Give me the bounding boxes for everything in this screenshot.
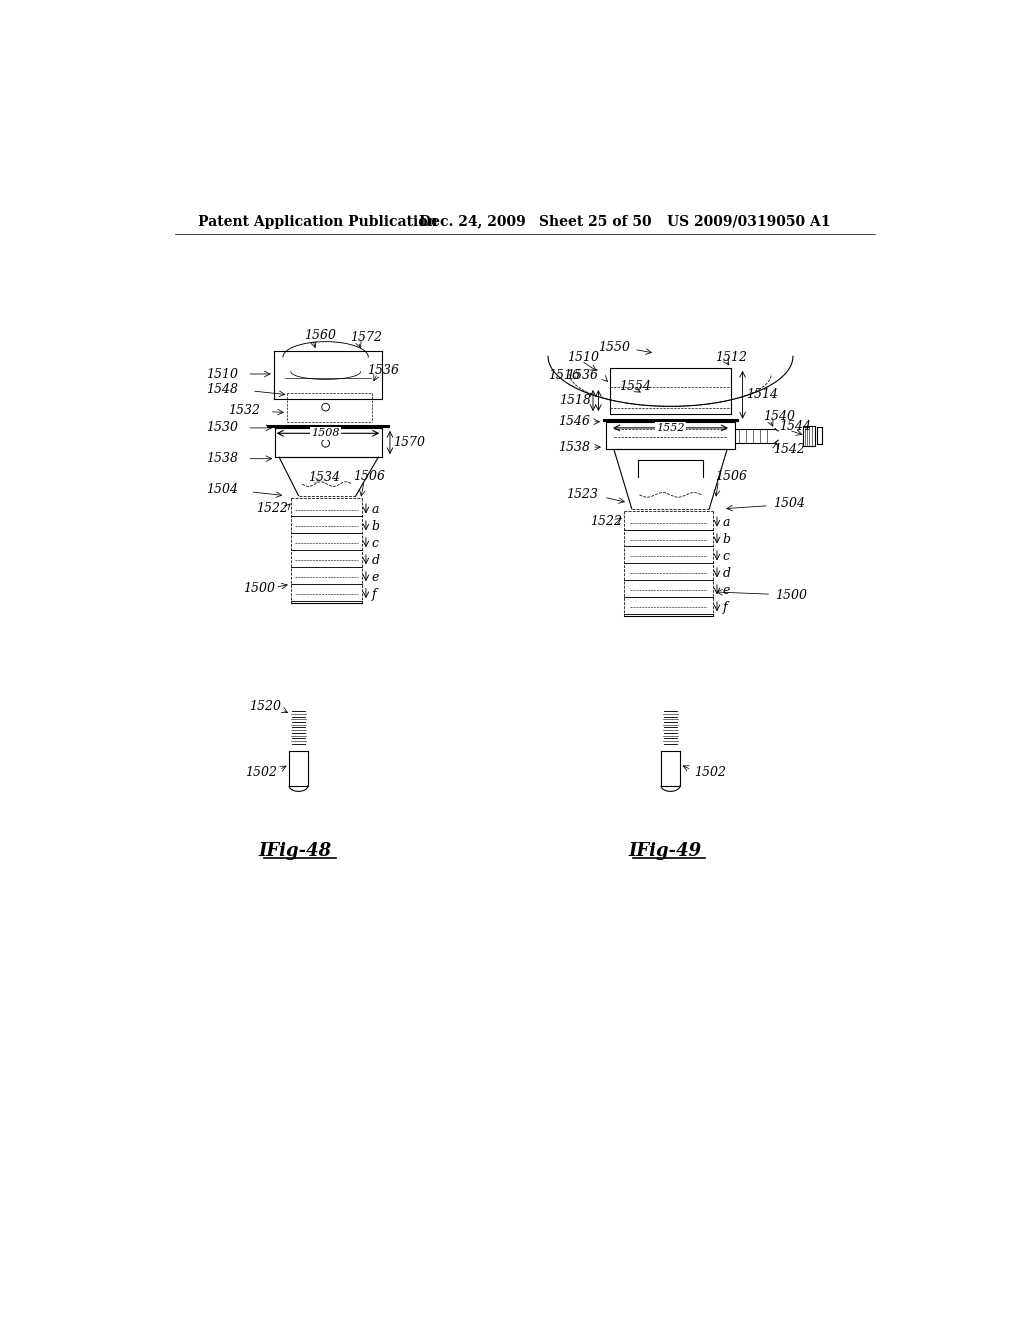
Text: 1510: 1510 [206,367,238,380]
Text: c: c [722,550,729,564]
Text: 1508: 1508 [311,428,340,438]
Text: 1520: 1520 [249,700,281,713]
Text: 1570: 1570 [393,436,425,449]
Text: 1518: 1518 [559,393,592,407]
Text: 1536: 1536 [566,370,598,381]
Text: 1502: 1502 [245,766,276,779]
Text: 1506: 1506 [353,470,385,483]
Text: 1500: 1500 [775,589,807,602]
Text: 1540: 1540 [764,409,796,422]
Text: 1504: 1504 [773,496,805,510]
Text: 1548: 1548 [206,383,238,396]
Text: US 2009/0319050 A1: US 2009/0319050 A1 [667,215,830,228]
Text: 1523: 1523 [566,488,598,502]
Text: 1504: 1504 [206,483,238,496]
Text: b: b [722,533,730,546]
Text: 1500: 1500 [243,582,274,594]
Text: c: c [372,537,378,550]
Text: 1572: 1572 [349,331,382,345]
Text: 1522: 1522 [590,515,622,528]
Text: 1536: 1536 [367,363,398,376]
Text: 1530: 1530 [206,421,238,434]
Text: a: a [372,503,379,516]
Text: Dec. 24, 2009: Dec. 24, 2009 [419,215,525,228]
Text: 1538: 1538 [558,441,590,454]
Text: 1522: 1522 [256,502,289,515]
Text: IFig-48: IFig-48 [258,842,331,861]
Text: e: e [372,570,379,583]
Text: 1502: 1502 [693,766,726,779]
Text: 1510: 1510 [567,351,599,363]
Text: 1538: 1538 [206,453,238,465]
Text: 1514: 1514 [745,388,777,401]
Text: Sheet 25 of 50: Sheet 25 of 50 [539,215,651,228]
Text: 1554: 1554 [620,380,651,393]
Text: 1550: 1550 [598,341,630,354]
Text: 1532: 1532 [227,404,260,417]
Text: 1560: 1560 [304,329,336,342]
Text: d: d [372,554,379,566]
Text: 1552: 1552 [656,422,685,433]
Text: IFig-49: IFig-49 [629,842,701,861]
Text: 1534: 1534 [308,471,340,484]
Text: Patent Application Publication: Patent Application Publication [198,215,437,228]
Text: 1546: 1546 [558,416,590,428]
Text: e: e [722,583,730,597]
Text: b: b [372,520,379,533]
Text: 1516: 1516 [548,370,580,381]
Text: 1506: 1506 [715,470,746,483]
Text: 1512: 1512 [716,351,748,363]
Text: a: a [722,516,730,529]
Text: 1542: 1542 [773,444,805,455]
Text: f: f [722,601,727,614]
Text: 1544: 1544 [779,420,811,433]
Text: d: d [722,566,730,579]
Text: f: f [372,587,376,601]
